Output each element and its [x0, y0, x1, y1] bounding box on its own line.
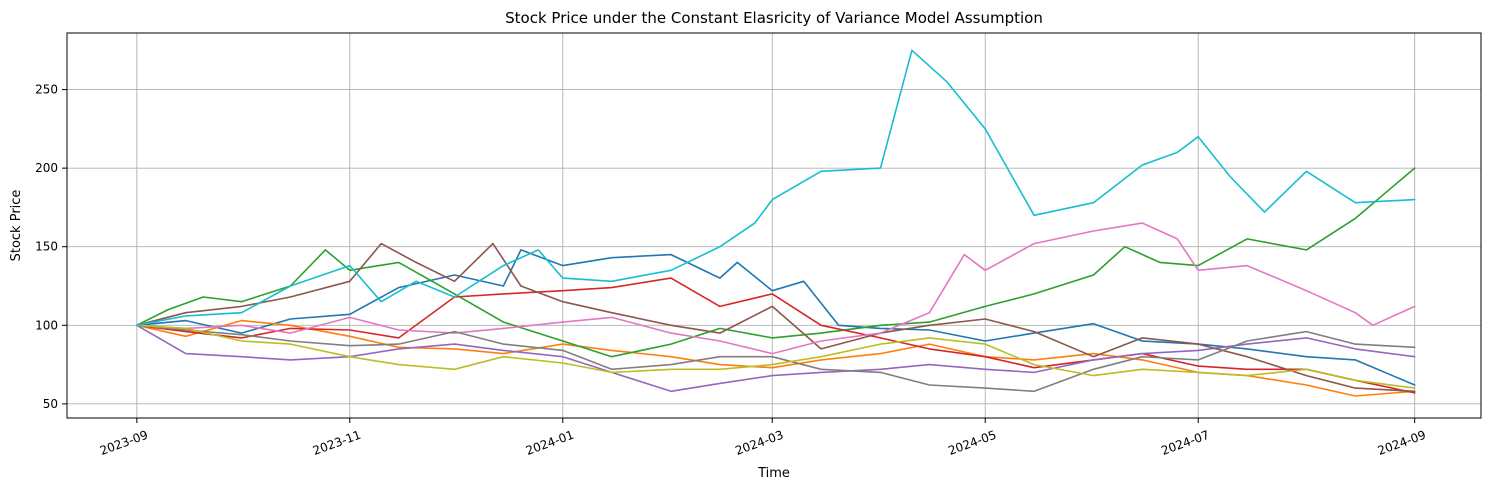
series-line-1: [136, 249, 1416, 386]
y-tick-label: 250: [35, 83, 58, 97]
y-tick-label: 200: [35, 161, 58, 175]
grid-lines: [67, 33, 1481, 418]
y-tick-label: 50: [43, 397, 58, 411]
series-line-8: [136, 324, 1416, 393]
x-axis-label: Time: [757, 466, 790, 481]
chart-title: Stock Price under the Constant Elasricit…: [505, 9, 1043, 27]
y-axis-label: Stock Price: [9, 190, 24, 262]
series-line-6: [136, 242, 1416, 393]
series-line-9: [136, 324, 1416, 389]
y-tick-label: 150: [35, 240, 58, 254]
series-line-4: [136, 277, 1416, 394]
series-line-7: [136, 222, 1416, 355]
y-tick-label: 100: [35, 318, 58, 332]
plot-frame: [66, 32, 1482, 419]
series-lines: [136, 49, 1416, 397]
series-line-10: [136, 49, 1416, 327]
series-line-3: [136, 167, 1416, 358]
